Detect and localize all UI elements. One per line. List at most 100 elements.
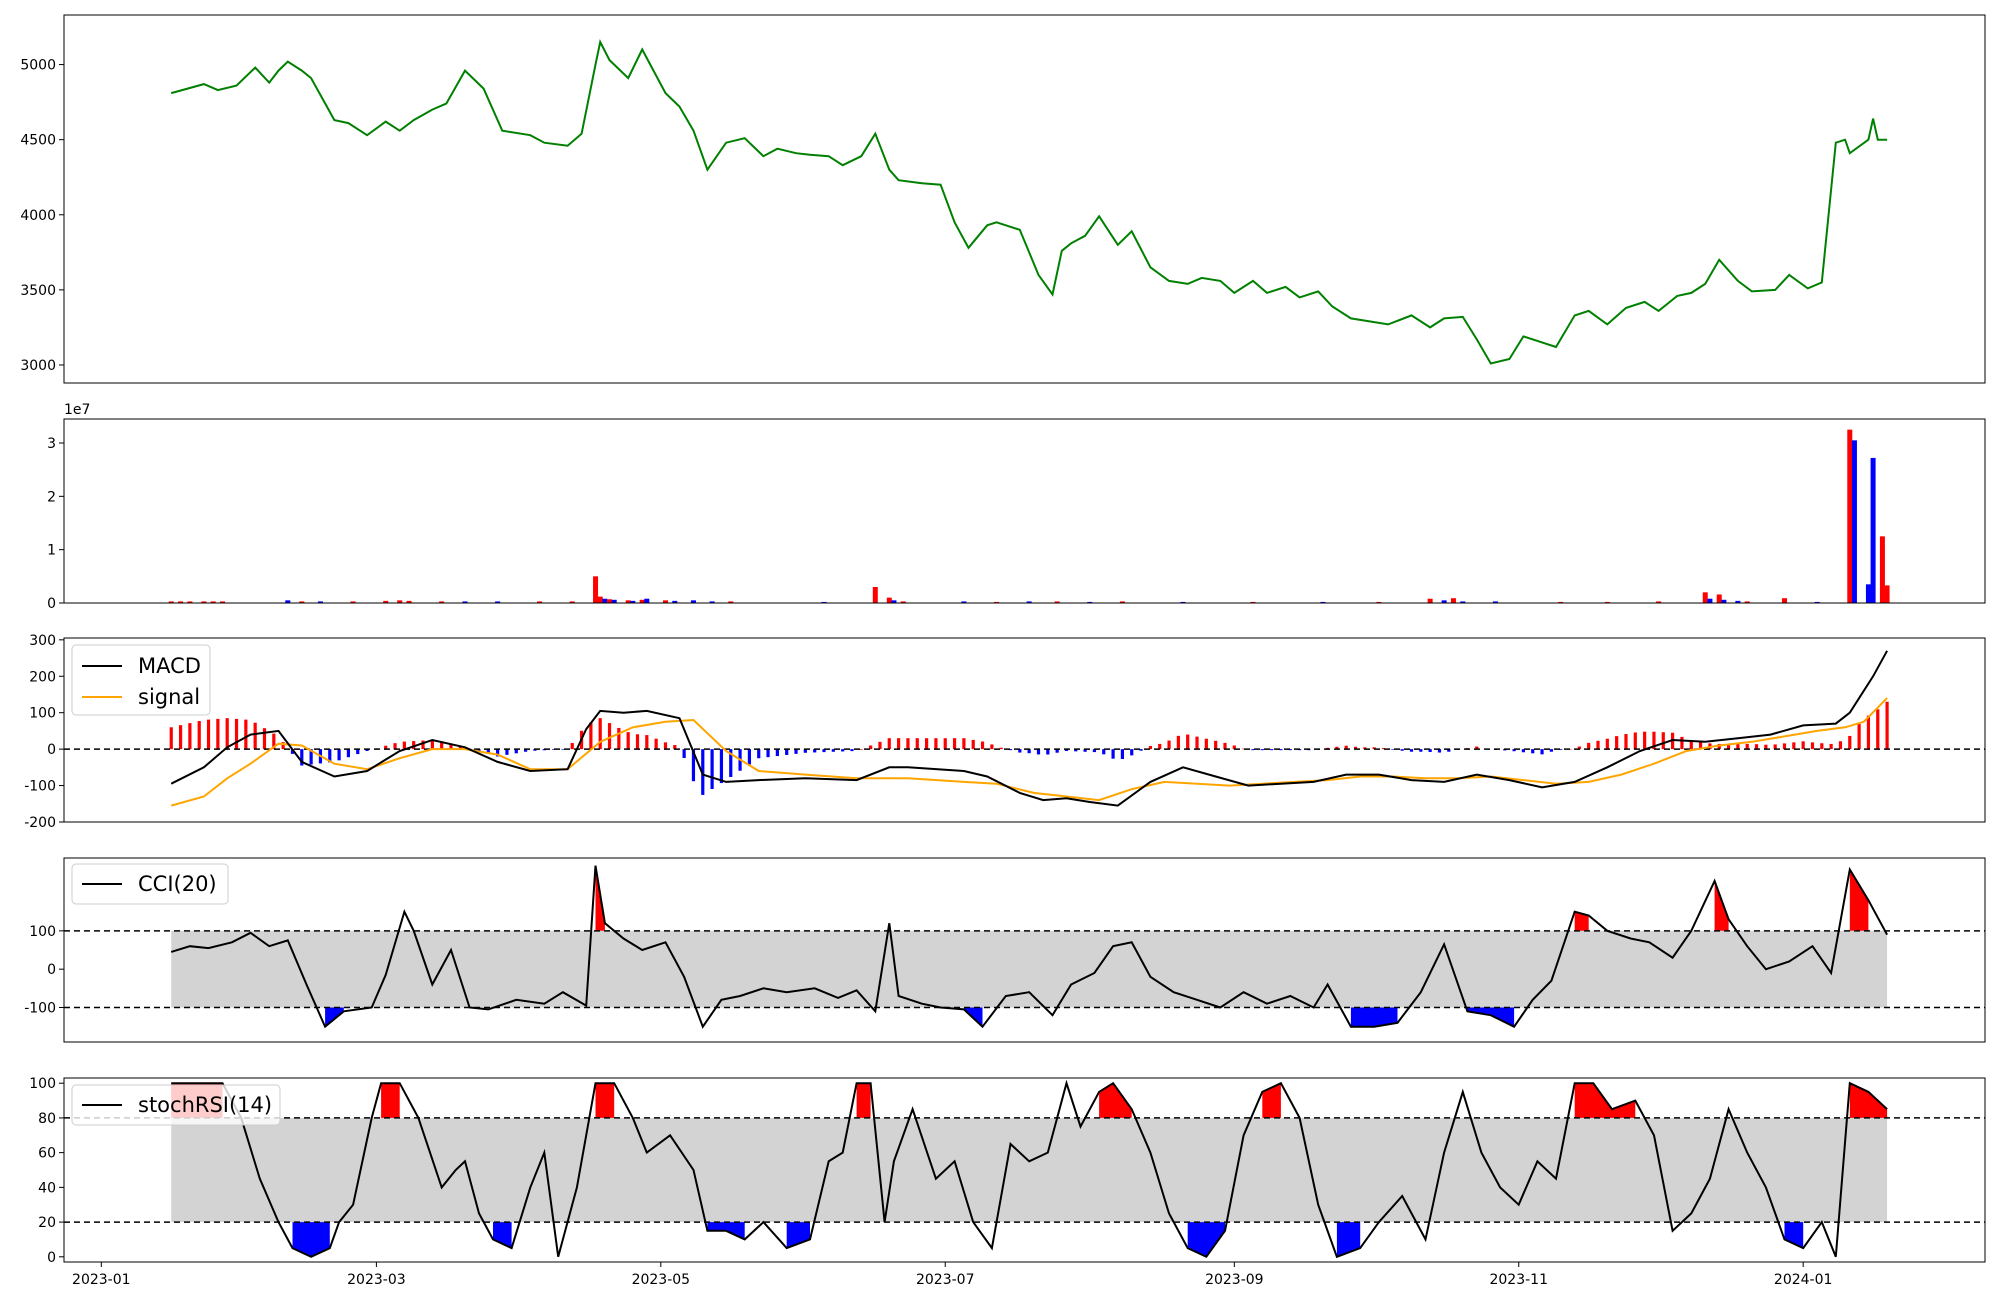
macd-histogram-bar: [1074, 749, 1078, 752]
macd-histogram-bar: [300, 749, 304, 766]
macd-histogram-bar: [1447, 749, 1451, 752]
volume-bar: [537, 601, 543, 603]
macd-histogram-bar: [496, 749, 500, 757]
macd-histogram-bar: [691, 749, 696, 782]
macd-histogram-bar: [1148, 746, 1152, 750]
macd-histogram-bar: [486, 749, 490, 754]
x-tick-label: 2023-05: [632, 1272, 691, 1288]
macd-histogram-bar: [1279, 749, 1283, 751]
macd-histogram-bar: [785, 749, 789, 755]
macd-histogram-bar: [1531, 749, 1535, 754]
macd-histogram-bar: [589, 722, 593, 750]
volume-bar: [397, 600, 403, 603]
volume-bar: [1884, 585, 1890, 603]
volume-bar: [1427, 598, 1433, 603]
macd-histogram-bar: [1773, 744, 1777, 750]
macd-histogram-bar: [897, 738, 901, 750]
macd-histogram-bar: [178, 725, 183, 750]
macd-histogram-bar: [1661, 732, 1665, 750]
macd-histogram-bar: [999, 747, 1003, 750]
macd-histogram-bar: [384, 745, 388, 750]
volume-bar: [1870, 457, 1876, 603]
stochrsi-ytick-label: 0: [47, 1250, 56, 1266]
macd-histogram-bar: [887, 738, 891, 750]
macd-histogram-bar: [206, 719, 211, 750]
macd-histogram-bar: [1876, 709, 1880, 750]
macd-histogram-bar: [841, 749, 845, 752]
macd-histogram-bar: [878, 741, 882, 750]
volume-bar: [569, 601, 575, 603]
macd-histogram-bar: [1540, 749, 1544, 755]
macd-histogram-bar: [1092, 749, 1097, 753]
macd-histogram-bar: [1036, 749, 1041, 755]
macd-histogram-bar: [337, 749, 341, 761]
macd-histogram-bar: [1559, 749, 1563, 750]
volume-bar: [1847, 429, 1853, 603]
macd-histogram-bar: [1801, 741, 1805, 750]
price-ytick-label: 3500: [20, 283, 56, 299]
macd-ytick-label: 200: [29, 669, 56, 685]
macd-histogram-bar: [393, 743, 397, 750]
volume-bar: [1558, 601, 1564, 603]
macd-histogram-bar: [1158, 743, 1162, 750]
stochrsi-ytick-label: 100: [29, 1076, 56, 1092]
macd-histogram-bar: [1381, 748, 1386, 750]
cci-ytick-label: 0: [47, 962, 56, 978]
stochrsi-line: [171, 1079, 1888, 1259]
price-panel: 3000 3500 4000 4500 5000: [20, 14, 1986, 384]
volume-bar: [495, 601, 501, 603]
volume-bar: [1656, 601, 1662, 603]
macd-histogram-bar: [169, 727, 173, 750]
volume-bar: [1320, 601, 1326, 603]
stochrsi-oversold-fill: [493, 1222, 512, 1249]
volume-bar: [1716, 594, 1722, 603]
volume-bar: [602, 598, 608, 603]
macd-histogram-bar: [272, 733, 276, 750]
stochrsi-overbought-fill: [595, 1083, 615, 1118]
macd-histogram-bar: [943, 738, 947, 750]
macd-histogram-bar: [561, 749, 565, 750]
volume-bar: [593, 576, 599, 603]
macd-histogram-bar: [766, 749, 770, 758]
macd-histogram-bar: [915, 738, 919, 750]
macd-histogram-bar: [1027, 749, 1031, 754]
macd-histogram-bar: [1270, 749, 1274, 751]
macd-histogram-bar: [458, 746, 462, 750]
macd-histogram-bar: [1866, 715, 1871, 750]
macd-histogram-bar: [682, 749, 686, 758]
volume-bar: [872, 587, 878, 603]
x-tick-label: 2023-09: [1205, 1272, 1264, 1288]
volume-bar: [1450, 598, 1456, 603]
macd-histogram-bar: [197, 721, 201, 750]
volume-ytick-label: 1: [47, 543, 56, 559]
macd-histogram-bar: [1596, 740, 1600, 750]
volume-bar: [1119, 601, 1125, 603]
macd-histogram-bar: [971, 739, 975, 750]
stochrsi-overbought-fill: [1099, 1083, 1132, 1118]
macd-histogram-bar: [1232, 745, 1236, 750]
macd-histogram-bar: [1064, 749, 1069, 751]
macd-histogram-bar: [551, 749, 556, 750]
macd-histogram-bar: [710, 749, 714, 789]
price-plot-frame: [63, 14, 1986, 384]
macd-histogram-bar: [1400, 749, 1404, 751]
macd-histogram-bar: [1615, 736, 1619, 750]
volume-bar: [178, 601, 184, 603]
macd-histogram-bar: [952, 738, 957, 750]
macd-histogram-bar: [533, 749, 537, 751]
macd-histogram-bar: [1195, 736, 1199, 750]
macd-histogram-bar: [1176, 735, 1180, 750]
macd-histogram-bar: [346, 749, 351, 758]
macd-histogram-bar: [980, 741, 985, 750]
macd-histogram-bar: [216, 718, 220, 750]
macd-histogram-bar: [421, 740, 425, 750]
macd-histogram-bar: [1689, 740, 1693, 750]
macd-histogram-bar: [831, 749, 835, 752]
macd-histogram-bar: [607, 723, 612, 750]
stochrsi-overbought-fill: [1262, 1083, 1281, 1118]
macd-histogram-bar: [225, 718, 229, 750]
macd-histogram-bar: [1838, 741, 1843, 750]
volume-bar: [1087, 601, 1093, 603]
stochrsi-oversold-fill: [292, 1222, 330, 1257]
volume-bar: [1814, 601, 1820, 603]
